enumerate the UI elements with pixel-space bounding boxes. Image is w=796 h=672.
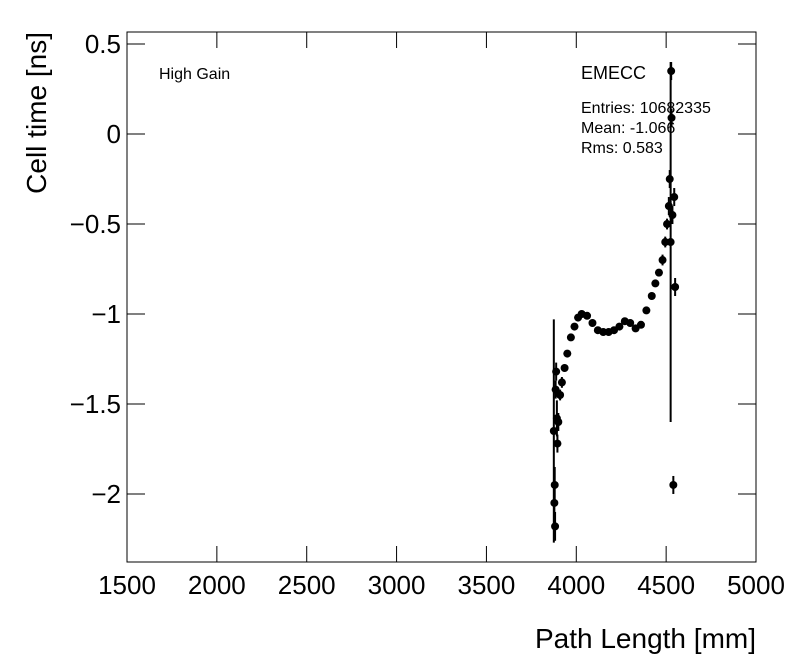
data-point [615,322,624,331]
data-point [554,417,563,426]
x-tick-label: 5000 [727,570,785,600]
data-point [667,67,676,76]
data-point [560,363,569,372]
y-tick-label: −0.5 [70,209,121,239]
data-point [654,268,663,277]
y-tick-label: 0 [107,119,121,149]
data-point [553,439,562,448]
data-point [588,319,597,328]
data-point [658,256,667,265]
x-tick-label: 2000 [188,570,246,600]
data-point [670,193,679,202]
data-point [626,319,635,328]
data-point [570,322,579,331]
data-point [668,211,677,220]
data-point [663,220,672,229]
chart-title: EMECC [581,63,646,83]
data-point [551,385,560,394]
y-tick-label: −2 [91,479,121,509]
plot-frame [126,31,757,563]
data-point [636,320,645,329]
data-point [583,311,592,320]
x-tick-label: 4500 [637,570,695,600]
data-point [551,522,560,531]
x-axis-title: Path Length [mm] [535,623,756,654]
data-point [651,279,660,288]
stats-entries: Entries: 10682335 [581,100,711,117]
stats-mean: Mean: -1.066 [581,120,675,137]
data-point [666,238,675,247]
data-point [563,349,572,358]
data-point [552,367,561,376]
data-point [669,480,678,489]
x-tick-label: 3500 [458,570,516,600]
y-tick-label: 0.5 [85,29,121,59]
x-tick-label: 3000 [368,570,426,600]
y-tick-label: −1 [91,299,121,329]
annotation: High Gain [159,66,230,83]
data-point [642,306,651,315]
x-tick-label: 1500 [98,570,156,600]
data-point [549,426,558,435]
data-point [566,333,575,342]
stats-rms: Rms: 0.583 [581,140,663,157]
x-tick-label: 4000 [547,570,605,600]
data-point [647,292,656,301]
data-point [557,378,566,387]
data-point [550,480,559,489]
data-point [556,390,565,399]
x-tick-label: 2500 [278,570,336,600]
y-axis-title: Cell time [ns] [21,32,52,194]
data-point [667,113,676,122]
data-point [671,283,680,292]
y-tick-label: −1.5 [70,389,121,419]
